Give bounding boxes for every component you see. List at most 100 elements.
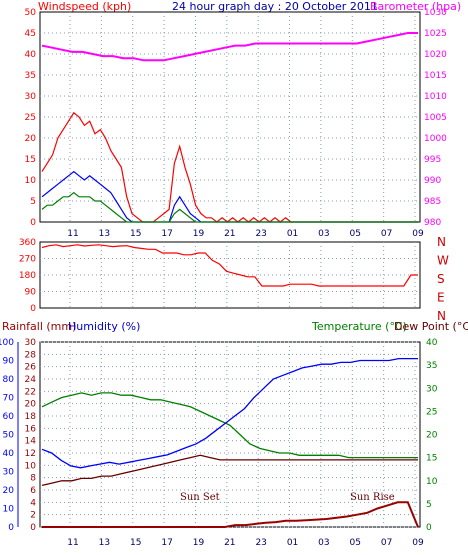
temperature-axis-label: Temperature (°C) — [311, 320, 407, 333]
dewpoint-axis-label: Dew Point (°C) — [394, 320, 468, 333]
rain-y-tick: 10 — [25, 461, 37, 471]
temperature-series — [41, 392, 418, 459]
compass-letter: S — [437, 272, 445, 286]
wind-x-tick: 17 — [161, 229, 172, 239]
humidity-y-tick: 40 — [3, 449, 15, 459]
rain-y-tick: 12 — [25, 449, 36, 459]
temperature-y-tick: 30 — [426, 384, 438, 394]
wind-y-tick: 20 — [25, 134, 37, 144]
rain-y-tick: 22 — [25, 387, 36, 397]
wind-x-tick: 05 — [350, 229, 361, 239]
sunrise-label: Sun Rise — [350, 492, 395, 503]
wind-x-tick: 23 — [255, 229, 266, 239]
temperature-y-tick: 5 — [426, 500, 432, 510]
windspeed-axis-label: Windspeed (kph) — [38, 0, 131, 13]
wind-x-tick: 03 — [318, 229, 329, 239]
humidity-y-tick: 70 — [3, 394, 15, 404]
compass-letter: E — [437, 291, 445, 305]
temperature-y-tick: 15 — [426, 454, 437, 464]
wind-x-tick: 19 — [193, 229, 205, 239]
temp-x-tick: 23 — [255, 538, 266, 548]
barometer-y-tick: 995 — [424, 155, 441, 165]
wind-x-tick: 21 — [224, 229, 235, 239]
humidity-y-tick: 80 — [3, 375, 15, 385]
wind-y-tick: 5 — [30, 197, 36, 207]
barometer-y-tick: 1030 — [424, 8, 447, 18]
wind-y-tick: 25 — [25, 113, 36, 123]
rain-y-tick: 14 — [25, 437, 37, 447]
humidity-series — [41, 357, 418, 469]
temperature-y-tick: 25 — [426, 407, 437, 417]
rain-y-tick: 6 — [30, 486, 36, 496]
barometer-y-tick: 1015 — [424, 71, 447, 81]
wind-x-tick: 11 — [67, 229, 78, 239]
barometer-y-tick: 980 — [424, 218, 441, 228]
compass-letter: N — [437, 309, 446, 323]
humidity-y-tick: 100 — [0, 338, 14, 348]
direction-y-tick: 0 — [30, 304, 36, 314]
humidity-y-tick: 90 — [3, 357, 15, 367]
rain-y-tick: 20 — [25, 400, 37, 410]
wind-y-tick: 30 — [25, 92, 37, 102]
temp-x-tick: 03 — [318, 538, 329, 548]
humidity-y-tick: 10 — [3, 505, 15, 515]
rain-y-tick: 8 — [30, 474, 36, 484]
compass-letter: N — [437, 235, 446, 249]
humidity-y-tick: 0 — [8, 523, 14, 533]
rain-y-tick: 30 — [25, 338, 37, 348]
dewpoint-series — [41, 454, 418, 487]
humidity-y-tick: 30 — [3, 468, 15, 478]
temperature-y-tick: 40 — [426, 338, 438, 348]
wind-y-tick: 15 — [25, 155, 36, 165]
wind-x-tick: 15 — [130, 229, 141, 239]
humidity-axis-label: Humidity (%) — [68, 320, 140, 333]
wind-x-tick: 09 — [412, 229, 424, 239]
barometer-series — [41, 32, 418, 62]
barometer-axis-label: Barometer (hpa) — [370, 0, 461, 13]
humidity-y-tick: 50 — [3, 431, 15, 441]
direction-y-tick: 270 — [19, 255, 36, 265]
temp-panel-frame — [39, 341, 421, 528]
barometer-y-tick: 1005 — [424, 113, 447, 123]
temperature-y-tick: 0 — [426, 523, 432, 533]
barometer-y-tick: 1020 — [424, 50, 447, 60]
rain-y-tick: 2 — [30, 511, 36, 521]
wind-y-tick: 45 — [25, 29, 36, 39]
wind-y-tick: 50 — [25, 8, 37, 18]
temp-x-tick: 07 — [381, 538, 392, 548]
direction-y-tick: 360 — [19, 238, 36, 248]
low-series — [41, 191, 418, 223]
temp-humidity-rain-panel: 0102030405060708090100024681012141618202… — [0, 338, 438, 548]
compass-letter: W — [437, 254, 449, 268]
rain-y-tick: 18 — [25, 412, 37, 422]
temp-x-tick: 13 — [99, 538, 110, 548]
direction-series — [41, 244, 418, 287]
rain-series — [42, 501, 419, 528]
rain-y-tick: 0 — [30, 523, 36, 533]
wind-x-tick: 13 — [99, 229, 110, 239]
rain-y-tick: 4 — [30, 498, 36, 508]
temp-x-tick: 17 — [161, 538, 172, 548]
rain-y-tick: 26 — [25, 363, 37, 373]
rainfall-axis-label: Rainfall (mm) — [2, 320, 76, 333]
wind-y-tick: 10 — [25, 176, 37, 186]
temp-x-tick: 05 — [350, 538, 361, 548]
barometer-y-tick: 1010 — [424, 92, 447, 102]
rain-y-tick: 24 — [25, 375, 37, 385]
temp-x-tick: 01 — [287, 538, 298, 548]
wind-barometer-panel: 0510152025303540455098098599099510001005… — [25, 8, 448, 239]
humidity-y-tick: 20 — [3, 486, 15, 496]
wind-x-tick: 01 — [287, 229, 298, 239]
wind-y-tick: 0 — [30, 218, 36, 228]
direction-y-tick: 180 — [19, 271, 36, 281]
barometer-y-tick: 1000 — [424, 134, 447, 144]
barometer-y-tick: 1025 — [424, 29, 447, 39]
wind-y-tick: 40 — [25, 50, 37, 60]
temperature-y-tick: 35 — [426, 361, 437, 371]
humidity-y-tick: 60 — [3, 412, 15, 422]
sunset-label: Sun Set — [180, 492, 220, 503]
wind-x-tick: 07 — [381, 229, 392, 239]
